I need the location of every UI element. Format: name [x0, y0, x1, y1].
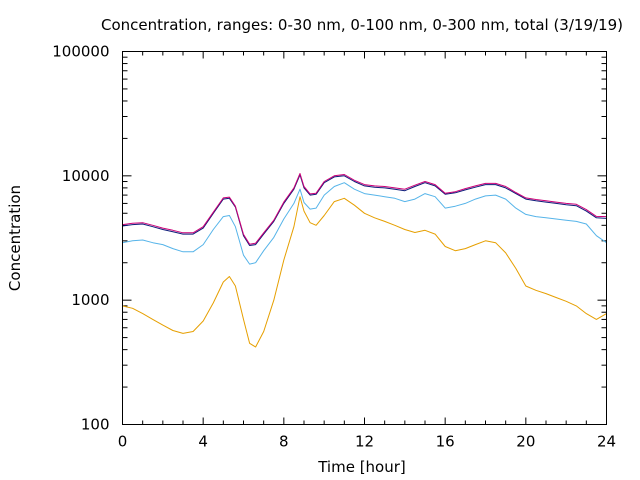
- x-tick-label: 20: [516, 433, 535, 451]
- chart-title: Concentration, ranges: 0-30 nm, 0-100 nm…: [101, 16, 623, 34]
- y-tick-label: 100000: [52, 43, 109, 61]
- x-axis-label: Time [hour]: [317, 458, 406, 476]
- x-tick-label: 4: [198, 433, 208, 451]
- series-line-2: [122, 182, 607, 265]
- x-tick-label: 16: [436, 433, 455, 451]
- series-line-1: [122, 196, 607, 348]
- series-line-4: [122, 173, 607, 245]
- x-tick-label: 12: [355, 433, 374, 451]
- x-tick-label: 8: [279, 433, 289, 451]
- y-axis-label: Concentration: [6, 185, 24, 291]
- plot-frame: [122, 51, 607, 425]
- x-tick-label: 0: [118, 433, 128, 451]
- x-tick-label: 24: [597, 433, 616, 451]
- y-tick-label: 1000: [71, 291, 109, 309]
- y-tick-label: 10000: [62, 167, 110, 185]
- series-layer: [122, 173, 607, 348]
- axis-ticks: 0 4 8 12 16 20 24 100 1000 10000 100000: [52, 43, 616, 451]
- series-line-3: [122, 174, 607, 246]
- y-tick-label: 100: [81, 416, 110, 434]
